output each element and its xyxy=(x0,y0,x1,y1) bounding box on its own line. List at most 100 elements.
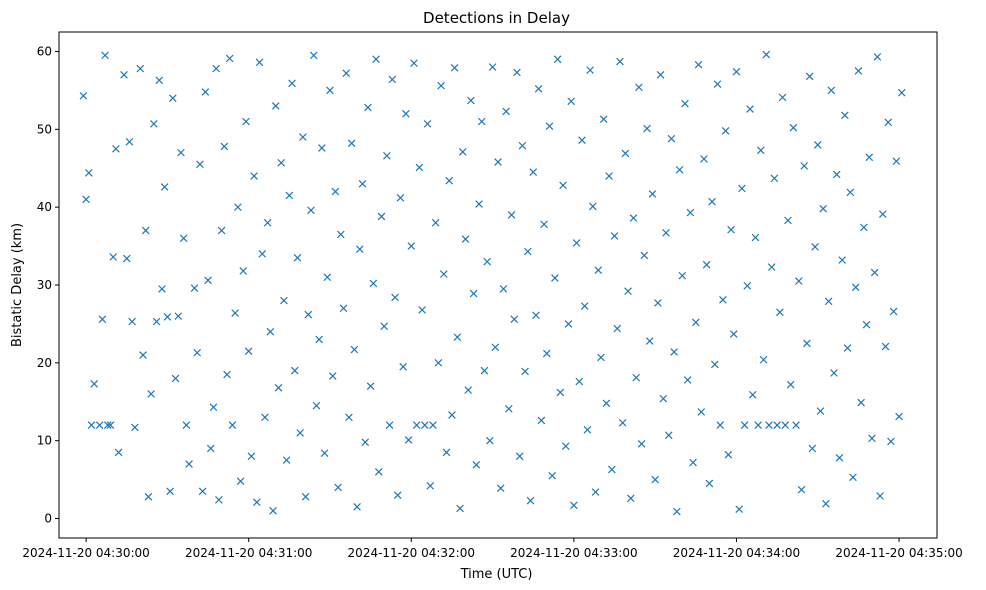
data-point xyxy=(583,425,592,434)
data-point xyxy=(445,176,454,185)
data-point xyxy=(683,376,692,384)
data-point xyxy=(141,226,150,235)
data-point xyxy=(225,54,234,63)
data-point xyxy=(285,191,294,200)
data-point xyxy=(434,359,443,367)
data-point xyxy=(106,421,115,429)
data-point xyxy=(700,155,708,163)
data-point xyxy=(889,307,898,316)
data-point xyxy=(399,362,407,371)
data-point xyxy=(461,235,470,243)
data-point xyxy=(271,102,280,110)
data-point xyxy=(496,484,505,493)
data-point xyxy=(160,183,169,191)
data-point xyxy=(103,421,112,429)
x-tick-label: 2024-11-20 04:31:00 xyxy=(185,546,312,560)
x-axis: 2024-11-20 04:30:00 2024-11-20 04:31:00 20… xyxy=(22,538,963,560)
data-point xyxy=(835,453,844,462)
data-point xyxy=(212,64,220,73)
data-point xyxy=(458,148,467,156)
data-point xyxy=(884,118,893,127)
data-point xyxy=(678,271,687,280)
data-point xyxy=(865,153,874,162)
data-point xyxy=(762,50,771,59)
data-point xyxy=(239,267,248,275)
data-point xyxy=(561,442,570,450)
data-point xyxy=(559,181,567,190)
data-point xyxy=(255,58,264,67)
data-point xyxy=(299,133,307,141)
data-point xyxy=(862,320,871,329)
data-point xyxy=(95,421,104,429)
data-point xyxy=(228,421,237,429)
data-point xyxy=(635,83,643,92)
data-point xyxy=(204,276,212,285)
data-point xyxy=(659,394,668,403)
data-point xyxy=(477,117,486,126)
data-point xyxy=(280,296,288,305)
data-point xyxy=(318,144,326,152)
data-point xyxy=(277,158,286,167)
data-point xyxy=(439,270,448,278)
data-point xyxy=(193,348,202,357)
data-point xyxy=(746,105,754,113)
data-point xyxy=(412,421,421,429)
data-point xyxy=(383,151,391,160)
data-point xyxy=(242,117,250,126)
data-point xyxy=(637,439,646,448)
data-point xyxy=(290,366,299,375)
data-point xyxy=(648,190,657,198)
data-point xyxy=(150,120,158,128)
data-point xyxy=(765,421,773,429)
data-point xyxy=(572,239,581,247)
data-point xyxy=(215,496,223,504)
data-point xyxy=(881,342,890,351)
data-point xyxy=(794,277,803,285)
data-point xyxy=(721,127,730,135)
data-point xyxy=(315,335,323,344)
data-point xyxy=(98,315,107,324)
data-point xyxy=(532,311,540,320)
data-point xyxy=(469,289,478,298)
data-point xyxy=(467,96,475,105)
data-point xyxy=(781,421,790,429)
data-point xyxy=(640,251,649,260)
data-point xyxy=(377,212,386,221)
data-point xyxy=(369,279,378,288)
data-point xyxy=(139,351,147,359)
data-point xyxy=(185,460,193,468)
data-point xyxy=(177,148,185,157)
data-point xyxy=(602,399,611,408)
data-point xyxy=(854,67,863,75)
data-point xyxy=(616,57,624,66)
data-point xyxy=(190,284,199,292)
data-point xyxy=(309,51,318,60)
data-point xyxy=(326,86,334,95)
data-point xyxy=(553,55,562,64)
data-point xyxy=(759,355,768,364)
data-point xyxy=(353,503,361,511)
y-tick-label: 50 xyxy=(37,122,52,136)
data-point xyxy=(486,436,494,445)
data-point xyxy=(800,162,809,170)
data-point xyxy=(860,223,868,232)
data-point xyxy=(131,423,139,432)
data-point xyxy=(396,193,405,202)
data-point xyxy=(580,302,589,310)
data-point xyxy=(499,285,508,293)
y-tick-label: 10 xyxy=(37,434,52,448)
data-point xyxy=(751,233,760,242)
data-point xyxy=(407,242,416,250)
data-point xyxy=(849,473,857,482)
data-point xyxy=(743,281,752,290)
data-point xyxy=(448,411,456,419)
data-point xyxy=(605,172,613,180)
data-point xyxy=(198,487,207,496)
data-point xyxy=(710,360,719,369)
x-tick-label: 2024-11-20 04:34:00 xyxy=(673,546,800,560)
data-point xyxy=(564,320,573,328)
data-point xyxy=(589,202,597,211)
data-point xyxy=(90,380,99,388)
y-axis: 0 10 20 30 40 50 60 xyxy=(37,44,59,526)
data-point xyxy=(548,471,557,480)
